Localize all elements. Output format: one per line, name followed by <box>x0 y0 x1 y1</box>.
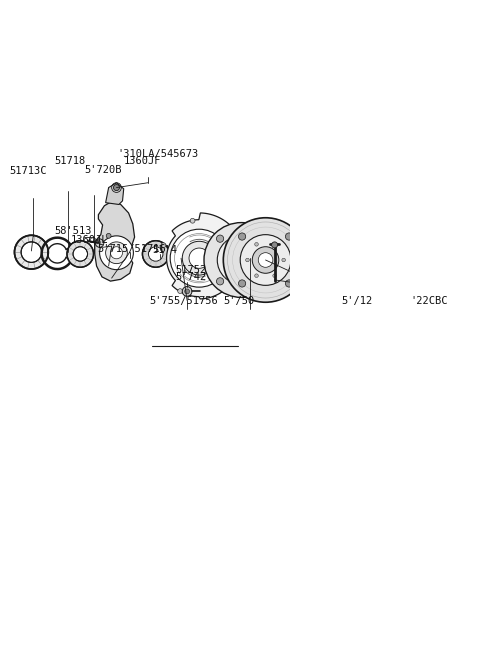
Circle shape <box>185 289 190 294</box>
Circle shape <box>259 278 266 285</box>
Circle shape <box>143 240 169 267</box>
Text: 5'/50: 5'/50 <box>223 296 254 306</box>
Circle shape <box>221 285 226 290</box>
Circle shape <box>273 242 276 246</box>
Circle shape <box>99 236 133 269</box>
Circle shape <box>255 242 258 246</box>
Circle shape <box>161 243 166 248</box>
Text: 1360JF: 1360JF <box>124 156 161 166</box>
Circle shape <box>216 235 224 242</box>
Circle shape <box>246 258 249 261</box>
Circle shape <box>113 185 120 191</box>
Text: 5'/12: 5'/12 <box>341 296 372 306</box>
Circle shape <box>234 253 249 267</box>
Circle shape <box>14 235 48 269</box>
Circle shape <box>258 253 273 267</box>
Circle shape <box>73 247 87 261</box>
Circle shape <box>286 280 293 287</box>
Circle shape <box>239 233 246 240</box>
Circle shape <box>96 240 100 244</box>
Text: 5'715/51716: 5'715/51716 <box>98 244 167 254</box>
Polygon shape <box>95 201 134 281</box>
Circle shape <box>106 233 111 238</box>
Circle shape <box>182 241 216 275</box>
Circle shape <box>21 242 42 262</box>
Text: 5'742: 5'742 <box>175 273 206 283</box>
Circle shape <box>204 223 279 298</box>
Text: 58'513: 58'513 <box>54 226 92 236</box>
Circle shape <box>252 247 279 273</box>
Circle shape <box>255 274 258 277</box>
Text: 51'4: 51'4 <box>152 245 177 255</box>
Circle shape <box>273 274 276 277</box>
Circle shape <box>282 258 286 261</box>
Text: 51752: 51752 <box>175 265 206 275</box>
Text: 5'755/51756: 5'755/51756 <box>150 296 218 306</box>
Text: '310LA/545673: '310LA/545673 <box>118 148 199 158</box>
Circle shape <box>239 280 246 287</box>
Text: 5'720B: 5'720B <box>84 165 122 175</box>
Circle shape <box>286 233 293 240</box>
Circle shape <box>217 236 265 284</box>
Circle shape <box>67 240 94 267</box>
Circle shape <box>216 278 224 285</box>
Text: '22CBC: '22CBC <box>410 296 448 306</box>
Circle shape <box>228 247 255 273</box>
Circle shape <box>148 247 163 261</box>
Circle shape <box>230 237 235 242</box>
Circle shape <box>106 242 127 263</box>
Text: 51713C: 51713C <box>9 166 47 176</box>
Polygon shape <box>106 183 124 204</box>
Circle shape <box>190 218 195 223</box>
Text: 51718: 51718 <box>54 156 85 166</box>
Circle shape <box>182 286 192 296</box>
Text: 1360JL: 1360JL <box>71 235 108 245</box>
Circle shape <box>170 229 228 287</box>
Polygon shape <box>167 213 244 299</box>
Circle shape <box>223 217 308 302</box>
Circle shape <box>96 239 104 247</box>
Circle shape <box>272 242 277 248</box>
Circle shape <box>110 247 122 259</box>
Circle shape <box>240 235 291 285</box>
Circle shape <box>259 235 266 242</box>
Circle shape <box>178 288 182 294</box>
Circle shape <box>189 248 209 268</box>
